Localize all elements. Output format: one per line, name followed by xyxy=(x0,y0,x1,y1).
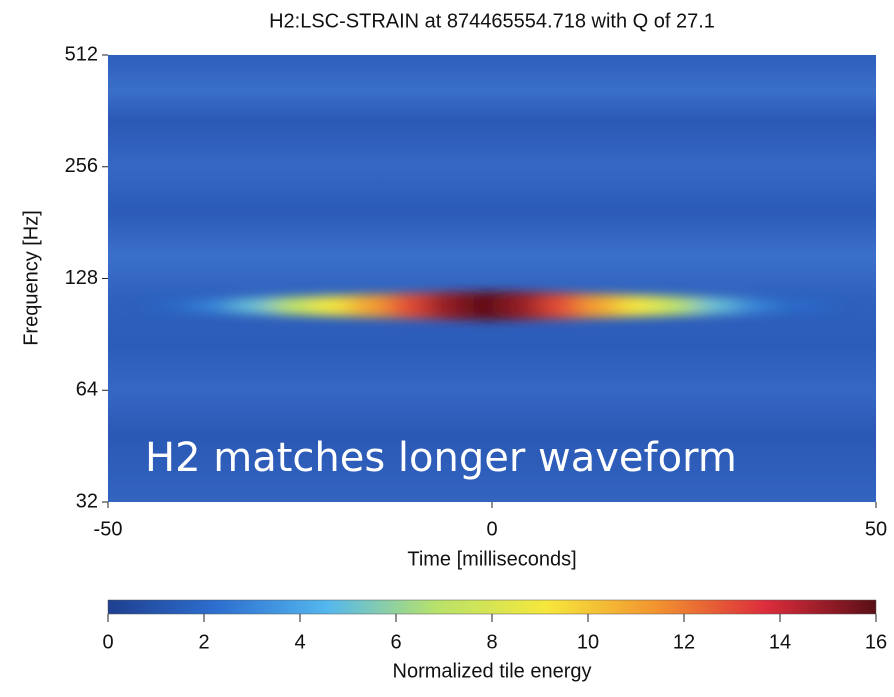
colorbar-tick-label: 4 xyxy=(294,631,305,653)
heatmap-tile xyxy=(770,299,828,313)
colorbar-tick-label: 14 xyxy=(769,631,791,653)
colorbar-tick-label: 8 xyxy=(486,631,497,653)
y-tick-label: 256 xyxy=(65,155,98,177)
annotation: H2 matches longer waveform xyxy=(145,435,737,481)
y-tick-label: 32 xyxy=(76,490,98,512)
y-tick-label: 128 xyxy=(65,267,98,289)
x-tick-label: -50 xyxy=(94,518,123,540)
x-axis-label: Time [milliseconds] xyxy=(407,548,576,570)
y-tick-label: 64 xyxy=(76,379,98,401)
chart-title: H2:LSC-STRAIN at 874465554.718 with Q of… xyxy=(269,10,715,32)
y-tick-label: 512 xyxy=(65,43,98,65)
x-tick-label: 0 xyxy=(486,518,497,540)
colorbar-tick-label: 6 xyxy=(390,631,401,653)
colorbar xyxy=(107,599,877,615)
heatmap xyxy=(156,291,828,321)
x-tick-label: 50 xyxy=(865,518,887,540)
colorbar-tick-label: 10 xyxy=(577,631,599,653)
y-axis-label: Frequency [Hz] xyxy=(20,210,42,346)
colorbar-tick-label: 12 xyxy=(673,631,695,653)
colorbar-tick-label: 2 xyxy=(198,631,209,653)
plot-background xyxy=(108,55,876,502)
colorbar-tick-label: 16 xyxy=(865,631,887,653)
colorbar-label: Normalized tile energy xyxy=(393,660,592,682)
colorbar-tick-label: 0 xyxy=(102,631,113,653)
